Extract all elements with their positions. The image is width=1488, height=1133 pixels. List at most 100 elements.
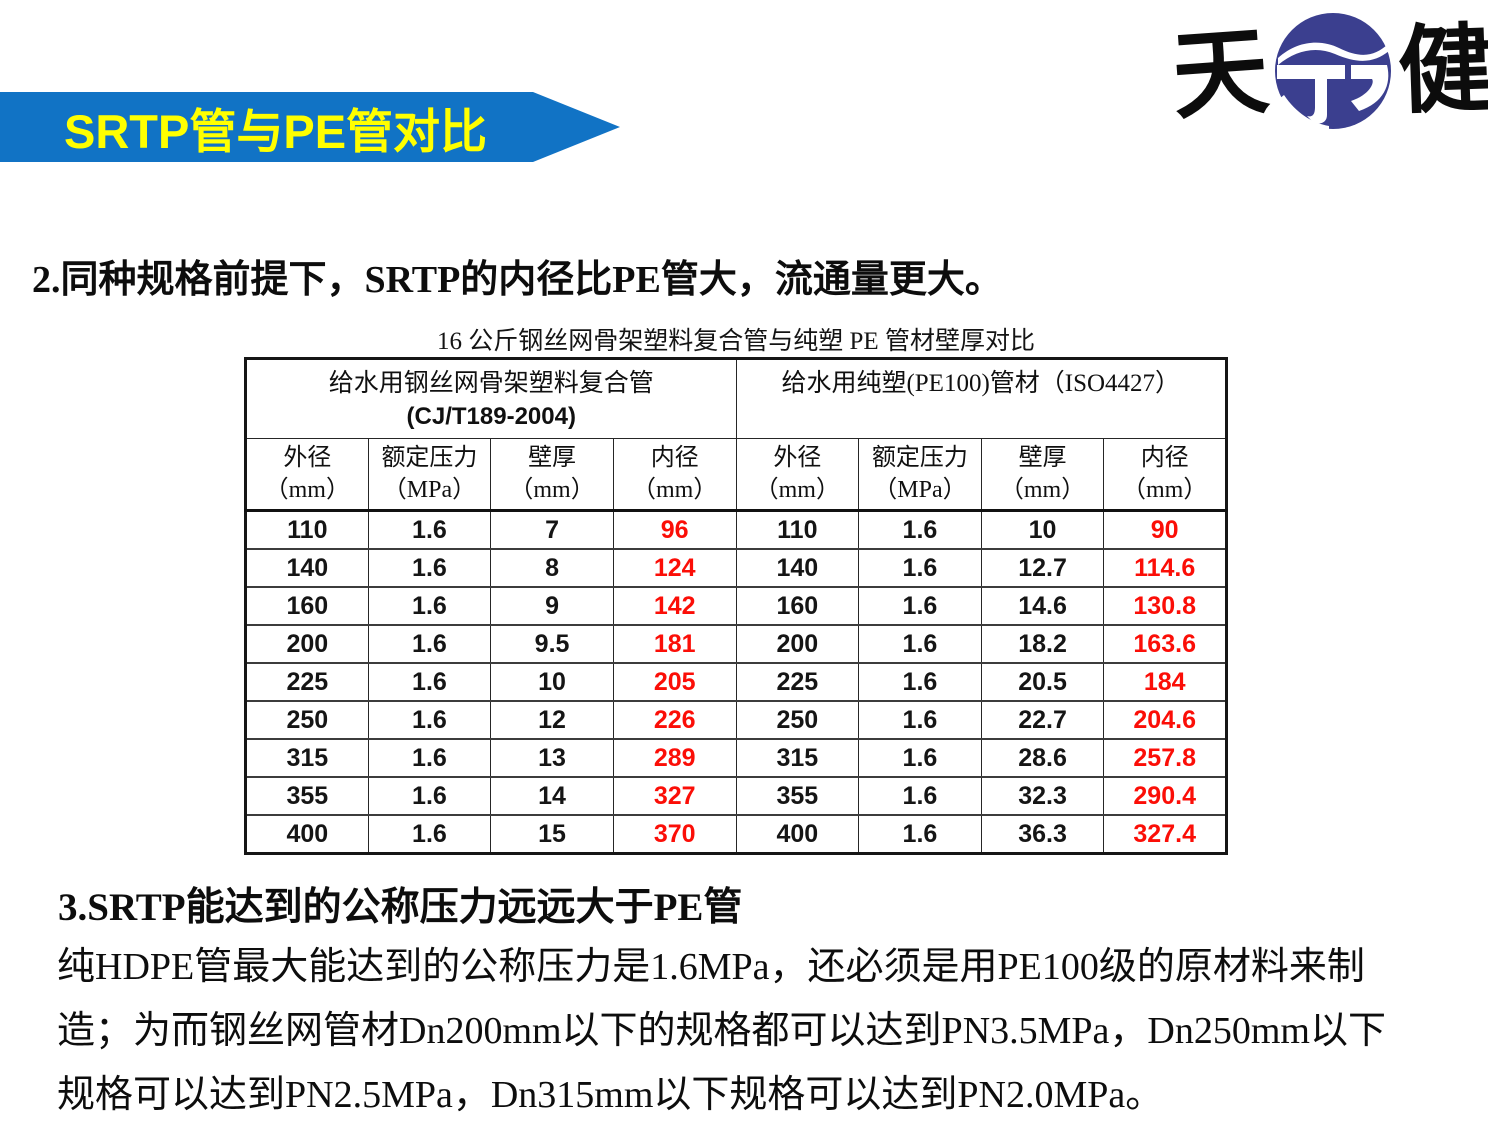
table-cell: 110	[735, 509, 860, 550]
group-header-right: 给水用纯塑(PE100)管材（ISO4427）	[735, 358, 1227, 439]
table-cell: 184	[1103, 662, 1227, 702]
table-cell: 250	[735, 700, 860, 740]
table-cell: 1.6	[367, 548, 492, 588]
paragraph-line: 纯HDPE管最大能达到的公称压力是1.6MPa，还必须是用PE100级的原材料来…	[57, 946, 1365, 988]
table-cell: 20.5	[980, 662, 1105, 702]
table-cell: 315	[245, 738, 369, 778]
table-cell: 110	[245, 509, 369, 550]
table-cell: 114.6	[1103, 548, 1227, 588]
table-cell: 90	[1103, 509, 1227, 550]
table-cell: 204.6	[1103, 700, 1227, 740]
table-cell: 1.6	[858, 738, 982, 778]
table-cell: 13	[490, 738, 614, 778]
table-body: 110 1.6 7 96 110 1.6 10 90 140 1.6 8 124 140 1.6 12.7 1…	[245, 509, 1227, 854]
table-cell: 142	[612, 586, 737, 626]
table-cell: 200	[245, 624, 369, 664]
company-logo: 天 健	[1168, 2, 1488, 134]
table-cell: 12.7	[980, 548, 1105, 588]
column-header-row: 外径 （mm） 额定压力 （MPa） 壁厚 （mm） 内径 （mm） 外径 （mm） 额定压力 （MP…	[245, 438, 1227, 512]
table-cell: 370	[612, 814, 737, 854]
page-title: SRTP管与PE管对比	[64, 105, 488, 158]
table-cell: 10	[980, 509, 1105, 550]
table-cell: 96	[612, 509, 737, 550]
intro-text: 2.同种规格前提下，SRTP的内径比PE管大，流通量更大。	[32, 259, 1003, 301]
table-cell: 200	[735, 624, 860, 664]
section3-heading: 3.SRTP能达到的公称压力远远大于PE管	[58, 886, 743, 929]
table-cell: 140	[245, 548, 369, 588]
table-cell: 225	[735, 662, 860, 702]
table-cell: 14	[490, 776, 614, 816]
table-cell: 315	[735, 738, 860, 778]
table-row: 140 1.6 8 124 140 1.6 12.7 114.6	[245, 548, 1227, 588]
table-cell: 1.6	[367, 624, 492, 664]
logo-char-tian: 天	[1168, 13, 1273, 134]
table-row: 225 1.6 10 205 225 1.6 20.5 184	[245, 662, 1227, 702]
table-cell: 257.8	[1103, 738, 1227, 778]
table-cell: 140	[735, 548, 860, 588]
table-cell: 1.6	[858, 624, 982, 664]
table-cell: 22.7	[980, 700, 1105, 740]
table-cell: 1.6	[858, 814, 982, 854]
comparison-table-title: 16 公斤钢丝网骨架塑料复合管与纯塑 PE 管材壁厚对比	[437, 328, 1035, 355]
table-cell: 1.6	[858, 700, 982, 740]
table-cell: 1.6	[858, 509, 982, 550]
paragraph-line: 规格可以达到PN2.5MPa，Dn315mm以下规格可以达到PN2.0MPa。	[57, 1074, 1164, 1116]
section3-paragraph: 纯HDPE管最大能达到的公称压力是1.6MPa，还必须是用PE100级的原材料来…	[57, 935, 1457, 1127]
table-cell: 1.6	[367, 738, 492, 778]
table-row: 400 1.6 15 370 400 1.6 36.3 327.4	[245, 814, 1227, 854]
table-cell: 130.8	[1103, 586, 1227, 626]
table-cell: 400	[245, 814, 369, 854]
table-cell: 400	[735, 814, 860, 854]
table-cell: 15	[490, 814, 614, 854]
table-cell: 1.6	[367, 662, 492, 702]
table-cell: 205	[612, 662, 737, 702]
table-cell: 250	[245, 700, 369, 740]
table-row: 110 1.6 7 96 110 1.6 10 90	[245, 509, 1227, 550]
table-cell: 327	[612, 776, 737, 816]
table-cell: 1.6	[858, 586, 982, 626]
logo-mark-icon	[1275, 13, 1391, 132]
table-cell: 124	[612, 548, 737, 588]
column-header: 额定压力 （MPa）	[858, 438, 982, 512]
table-cell: 289	[612, 738, 737, 778]
table-cell: 1.6	[367, 776, 492, 816]
table-cell: 36.3	[980, 814, 1105, 854]
banner-arrow	[0, 92, 620, 162]
table-cell: 163.6	[1103, 624, 1227, 664]
table-cell: 1.6	[858, 776, 982, 816]
table-cell: 355	[735, 776, 860, 816]
table-cell: 14.6	[980, 586, 1105, 626]
table-cell: 1.6	[367, 700, 492, 740]
table-cell: 12	[490, 700, 614, 740]
table-cell: 28.6	[980, 738, 1105, 778]
group-header-left: 给水用钢丝网骨架塑料复合管 (CJ/T189-2004)	[245, 358, 737, 439]
table-cell: 18.2	[980, 624, 1105, 664]
table-cell: 8	[490, 548, 614, 588]
table-cell: 1.6	[858, 548, 982, 588]
comparison-table-section: 16 公斤钢丝网骨架塑料复合管与纯塑 PE 管材壁厚对比 给水用钢丝网骨架塑料复…	[244, 328, 1228, 855]
table-cell: 290.4	[1103, 776, 1227, 816]
table-cell: 327.4	[1103, 814, 1227, 854]
title-banner-shape	[0, 92, 620, 162]
table-cell: 1.6	[858, 662, 982, 702]
table-cell: 9	[490, 586, 614, 626]
table-cell: 181	[612, 624, 737, 664]
table-cell: 9.5	[490, 624, 614, 664]
table-row: 315 1.6 13 289 315 1.6 28.6 257.8	[245, 738, 1227, 778]
column-header: 外径 （mm）	[245, 438, 369, 512]
logo-char-jian: 健	[1396, 11, 1488, 128]
table-cell: 32.3	[980, 776, 1105, 816]
column-header: 壁厚 （mm）	[490, 438, 614, 512]
table-cell: 7	[490, 509, 614, 550]
column-header: 壁厚 （mm）	[980, 438, 1105, 512]
comparison-table: 给水用钢丝网骨架塑料复合管 (CJ/T189-2004) 给水用纯塑(PE100…	[244, 357, 1228, 855]
table-cell: 355	[245, 776, 369, 816]
column-header: 内径 （mm）	[1103, 438, 1227, 512]
table-row: 355 1.6 14 327 355 1.6 32.3 290.4	[245, 776, 1227, 816]
table-cell: 226	[612, 700, 737, 740]
table-cell: 1.6	[367, 586, 492, 626]
table-row: 250 1.6 12 226 250 1.6 22.7 204.6	[245, 700, 1227, 740]
column-header: 内径 （mm）	[612, 438, 737, 512]
column-header: 外径 （mm）	[735, 438, 860, 512]
